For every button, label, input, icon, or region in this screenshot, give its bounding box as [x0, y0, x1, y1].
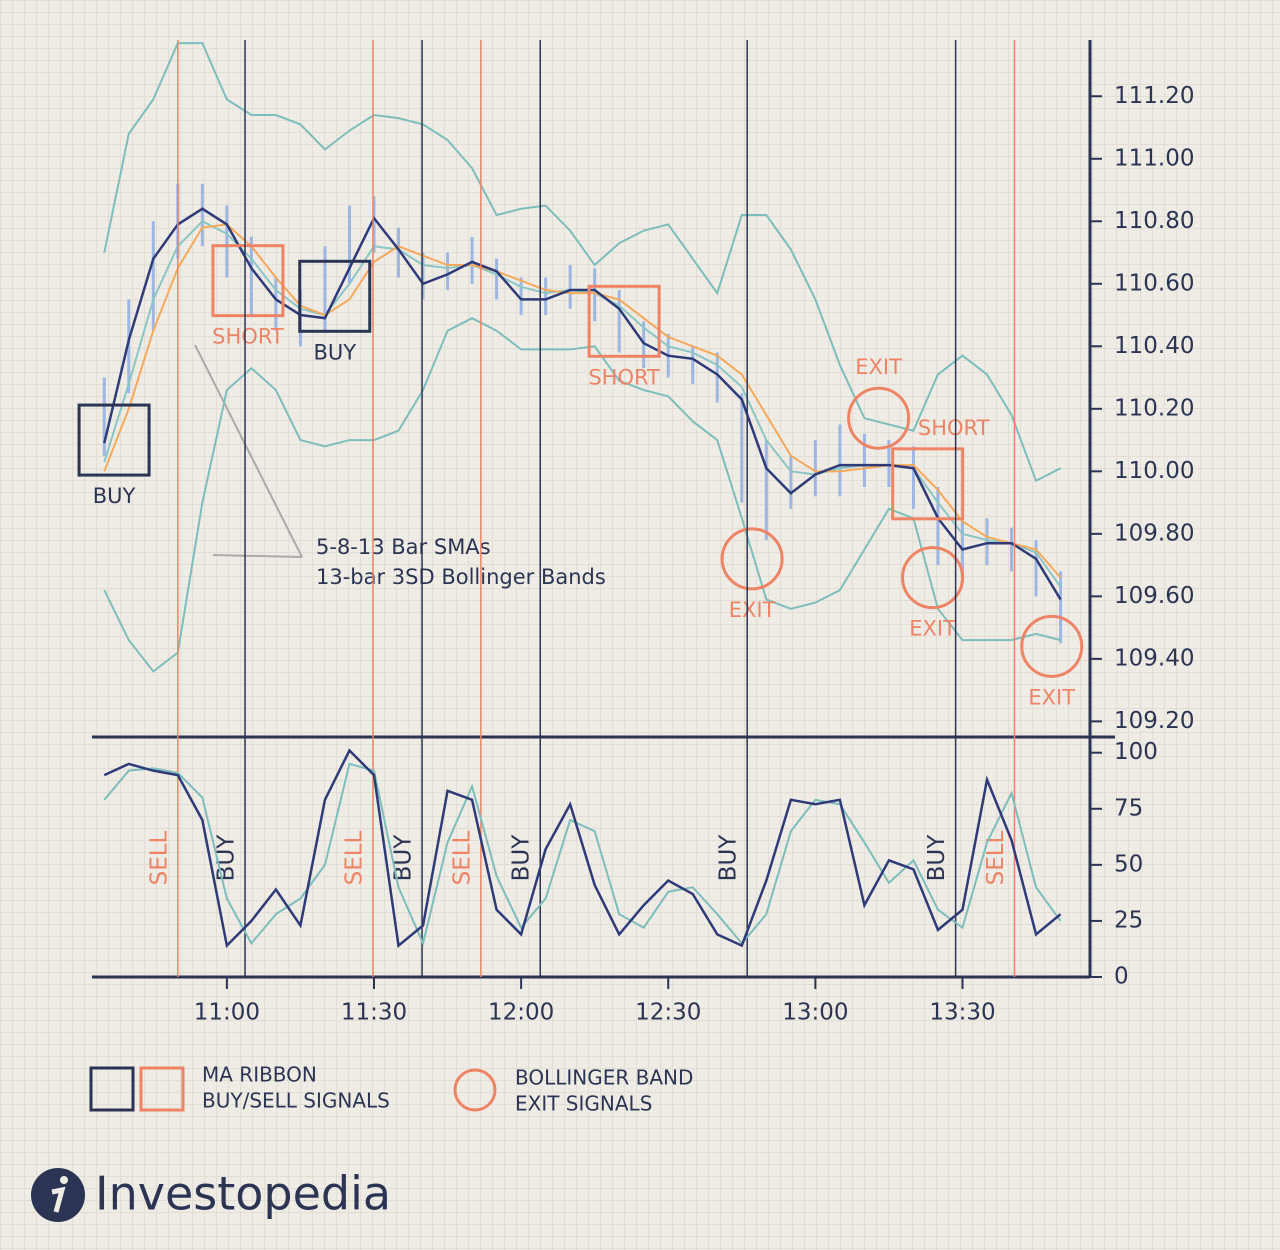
y-tick-label: 110.60: [1114, 270, 1194, 296]
annotation-label: BUY: [93, 484, 136, 508]
signal-label: SELL: [342, 830, 368, 885]
x-tick-label: 13:30: [929, 1000, 995, 1026]
legend-circle: [453, 1068, 497, 1112]
annotation-label: EXIT: [855, 355, 902, 379]
note: 13-bar 3SD Bollinger Bands: [316, 565, 606, 589]
x-tick-label: 12:30: [635, 1000, 701, 1026]
signal-label: BUY: [391, 834, 417, 882]
exit-circle: [720, 527, 784, 591]
legend-text: MA RIBBON: [202, 1063, 317, 1087]
logo-icon: [60, 1176, 68, 1184]
legend-text: EXIT SIGNALS: [515, 1092, 652, 1116]
annotation-label: SHORT: [588, 365, 660, 389]
legend-text: BOLLINGER BAND: [515, 1066, 693, 1090]
y-tick-label: 110.40: [1114, 333, 1194, 359]
annotation-label: EXIT: [729, 598, 776, 622]
x-tick-label: 13:00: [782, 1000, 848, 1026]
y-tick-label: 0: [1114, 964, 1129, 990]
series-line: [103, 317, 1061, 673]
signal-label: SELL: [983, 830, 1009, 885]
legend-square: [89, 1066, 135, 1112]
x-tick-label: 12:00: [488, 1000, 554, 1026]
annotation-label: SHORT: [212, 325, 284, 349]
y-tick-label: 111.00: [1114, 145, 1194, 171]
legend-text: BUY/SELL SIGNALS: [202, 1089, 390, 1113]
y-tick-label: 100: [1114, 739, 1158, 765]
pointer: [212, 554, 303, 558]
exit-circle: [1020, 614, 1084, 678]
y-tick-label: 25: [1114, 907, 1143, 933]
y-tick-label: 111.20: [1114, 83, 1194, 109]
note: 5-8-13 Bar SMAs: [316, 535, 491, 559]
signal-label: BUY: [716, 834, 742, 882]
series-line: [103, 223, 1062, 579]
signal-label: BUY: [509, 834, 535, 882]
signal-box: [77, 403, 151, 477]
exit-circle: [847, 386, 911, 450]
y-tick-label: 109.40: [1114, 645, 1194, 671]
signal-label: SELL: [449, 830, 475, 885]
x-tick-label: 11:00: [194, 1000, 260, 1026]
annotation-label: EXIT: [909, 617, 956, 641]
y-tick-label: 109.80: [1114, 520, 1194, 546]
y-tick-label: 110.20: [1114, 395, 1194, 421]
signal-label: BUY: [924, 834, 950, 882]
y-tick-label: 50: [1114, 851, 1143, 877]
signal-label: SELL: [146, 830, 172, 885]
x-tick-label: 11:30: [341, 1000, 407, 1026]
annotation-label: BUY: [313, 340, 356, 364]
legend-square: [139, 1066, 185, 1112]
annotation-label: EXIT: [1028, 685, 1075, 709]
signal-box: [587, 284, 661, 358]
y-tick-label: 110.80: [1114, 208, 1194, 234]
y-tick-label: 109.60: [1114, 583, 1194, 609]
logo-icon: [51, 1186, 66, 1213]
series-line: [103, 42, 1062, 483]
series-line: [103, 207, 1062, 601]
logo-icon: [31, 1168, 85, 1222]
signal-box: [298, 259, 372, 333]
exit-circle: [901, 546, 965, 610]
signal-box: [891, 447, 965, 521]
pointer: [194, 344, 303, 558]
series-line: [103, 748, 1062, 949]
logo: Investopedia: [95, 1167, 391, 1221]
series-line: [103, 762, 1062, 947]
annotation-label: SHORT: [918, 416, 990, 440]
signal-box: [211, 244, 285, 318]
y-tick-label: 109.20: [1114, 708, 1194, 734]
y-tick-label: 75: [1114, 795, 1143, 821]
y-tick-label: 110.00: [1114, 458, 1194, 484]
